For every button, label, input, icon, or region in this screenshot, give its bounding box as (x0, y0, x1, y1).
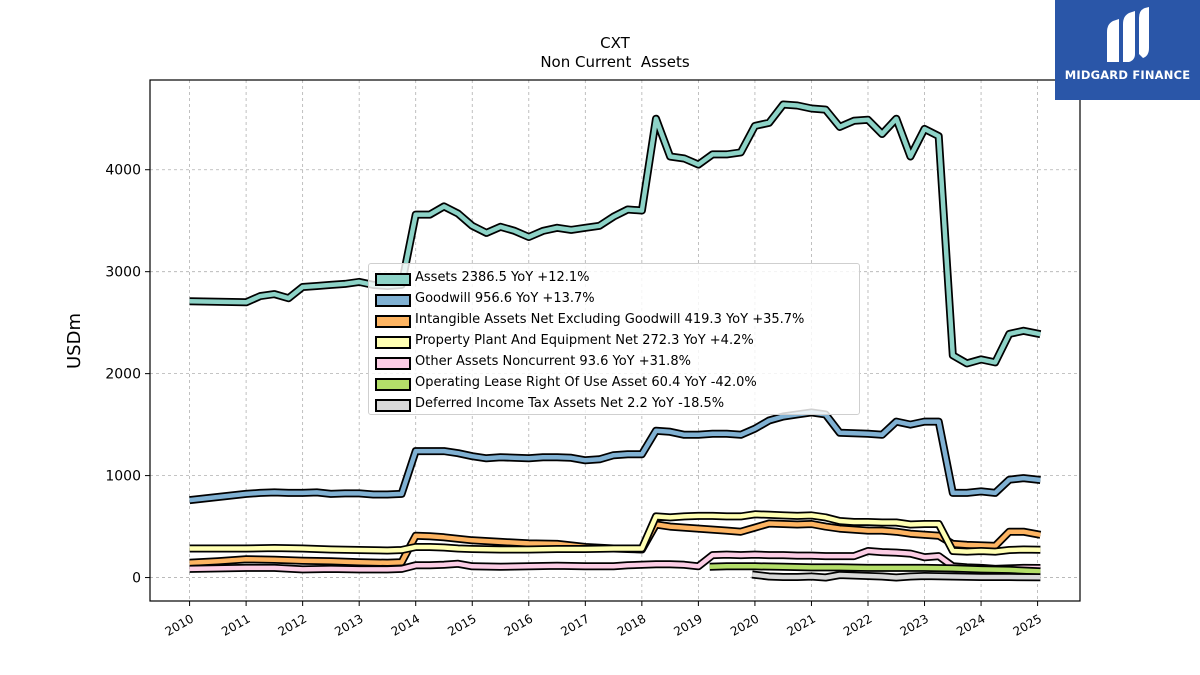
series-line (189, 519, 1042, 567)
y-axis-label: USDm (64, 313, 85, 369)
legend-item-deferred-tax: Deferred Income Tax Assets Net 2.2 YoY -… (369, 395, 859, 415)
logo-mark-icon (1107, 7, 1149, 62)
legend-label: Goodwill 956.6 YoY +13.7% (415, 291, 595, 306)
x-tick-label: 2016 (502, 611, 535, 638)
y-tick-label: 3000 (105, 265, 141, 281)
series-line (189, 100, 1042, 368)
legend-label: Other Assets Noncurrent 93.6 YoY +31.8% (415, 354, 691, 369)
series-line (189, 547, 1041, 574)
x-tick-label: 2025 (1011, 611, 1044, 638)
plot-frame (149, 79, 1081, 602)
x-tick-label: 2018 (615, 611, 648, 638)
x-tick-label: 2010 (163, 611, 196, 638)
series-line-fill (189, 521, 1041, 566)
chart-subtitle: Non Current Assets (540, 53, 690, 71)
legend-swatch (375, 399, 411, 412)
y-tick-label: 2000 (105, 367, 141, 383)
legend-label: Assets 2386.5 YoY +12.1% (415, 270, 590, 285)
x-tick-label: 2014 (389, 611, 422, 638)
legend-swatch (375, 336, 411, 349)
x-tick-label: 2023 (898, 611, 931, 638)
series-line (751, 570, 1041, 582)
legend-label: Intangible Assets Net Excluding Goodwill… (415, 312, 805, 327)
brand-logo: MIDGARD FINANCE (1055, 0, 1200, 100)
x-tick-label: 2022 (841, 611, 874, 638)
legend-swatch (375, 294, 411, 307)
legend-item-intangible: Intangible Assets Net Excluding Goodwill… (369, 311, 859, 331)
x-tick-label: 2024 (954, 611, 987, 638)
legend-label: Property Plant And Equipment Net 272.3 Y… (415, 333, 754, 348)
series-line-fill (189, 410, 1041, 503)
series-line-fill (189, 548, 1041, 572)
x-tick-label: 2017 (558, 611, 591, 638)
legend-item-ppe: Property Plant And Equipment Net 272.3 Y… (369, 332, 859, 352)
legend-label: Operating Lease Right Of Use Asset 60.4 … (415, 375, 757, 390)
series-line-fill (709, 564, 1041, 574)
x-tick-label: 2015 (445, 611, 478, 638)
legend-swatch (375, 315, 411, 328)
legend-item-other-assets: Other Assets Noncurrent 93.6 YoY +31.8% (369, 353, 859, 373)
legend-item-assets: Assets 2386.5 YoY +12.1% (369, 269, 859, 289)
x-tick-label: 2019 (671, 611, 704, 638)
legend-item-goodwill: Goodwill 956.6 YoY +13.7% (369, 290, 859, 310)
series-line (189, 510, 1041, 556)
x-tick-label: 2021 (785, 611, 818, 638)
series-line-fill (751, 572, 1041, 580)
legend-swatch (375, 378, 411, 391)
legend-label: Deferred Income Tax Assets Net 2.2 YoY -… (415, 396, 725, 411)
x-tick-label: 2012 (276, 611, 309, 638)
x-tick-label: 2020 (728, 611, 761, 638)
legend-swatch (375, 357, 411, 370)
x-tick-label: 2011 (219, 611, 252, 638)
series-line-fill (189, 102, 1041, 366)
legend: Assets 2386.5 YoY +12.1% Goodwill 956.6 … (368, 263, 860, 415)
y-tick-label: 0 (132, 571, 141, 587)
series-line (189, 408, 1041, 505)
logo-text: MIDGARD FINANCE (1064, 68, 1191, 82)
legend-swatch (375, 273, 411, 286)
y-tick-label: 1000 (105, 469, 141, 485)
series-lines (189, 100, 1042, 582)
series-line (709, 562, 1041, 576)
chart-title: CXT (600, 34, 630, 52)
x-tick-label: 2013 (332, 611, 365, 638)
legend-item-operating-lease: Operating Lease Right Of Use Asset 60.4 … (369, 374, 859, 394)
series-line-fill (189, 512, 1041, 554)
y-tick-label: 4000 (105, 163, 141, 179)
